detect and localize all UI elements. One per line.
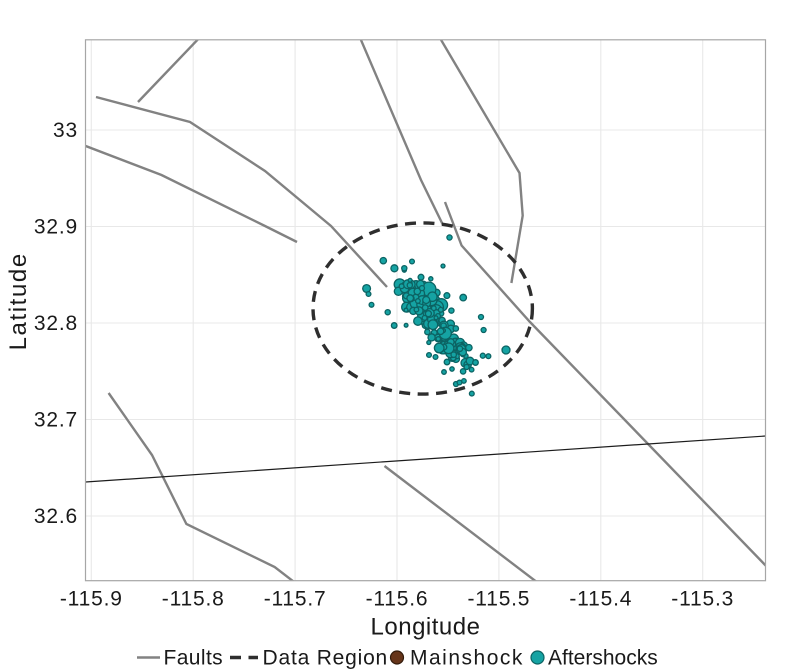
svg-text:-115.6: -115.6 — [366, 588, 429, 611]
svg-text:32.8: 32.8 — [34, 312, 78, 335]
svg-text:-115.4: -115.4 — [569, 588, 632, 611]
svg-text:-115.9: -115.9 — [60, 588, 123, 611]
svg-text:32.9: 32.9 — [34, 216, 78, 239]
svg-text:-115.3: -115.3 — [671, 588, 734, 611]
svg-text:-115.5: -115.5 — [468, 588, 531, 611]
svg-text:Aftershocks: Aftershocks — [548, 647, 658, 670]
svg-text:-115.8: -115.8 — [162, 588, 225, 611]
svg-text:Faults: Faults — [164, 647, 224, 670]
svg-text:Latitude: Latitude — [5, 252, 32, 350]
svg-text:Mainshock: Mainshock — [410, 647, 524, 670]
svg-text:32.6: 32.6 — [34, 505, 78, 528]
svg-text:Longitude: Longitude — [371, 614, 481, 641]
svg-text:32.7: 32.7 — [34, 409, 78, 432]
svg-text:-115.7: -115.7 — [264, 588, 327, 611]
svg-text:Data Region: Data Region — [263, 647, 389, 670]
svg-text:33: 33 — [53, 119, 78, 142]
